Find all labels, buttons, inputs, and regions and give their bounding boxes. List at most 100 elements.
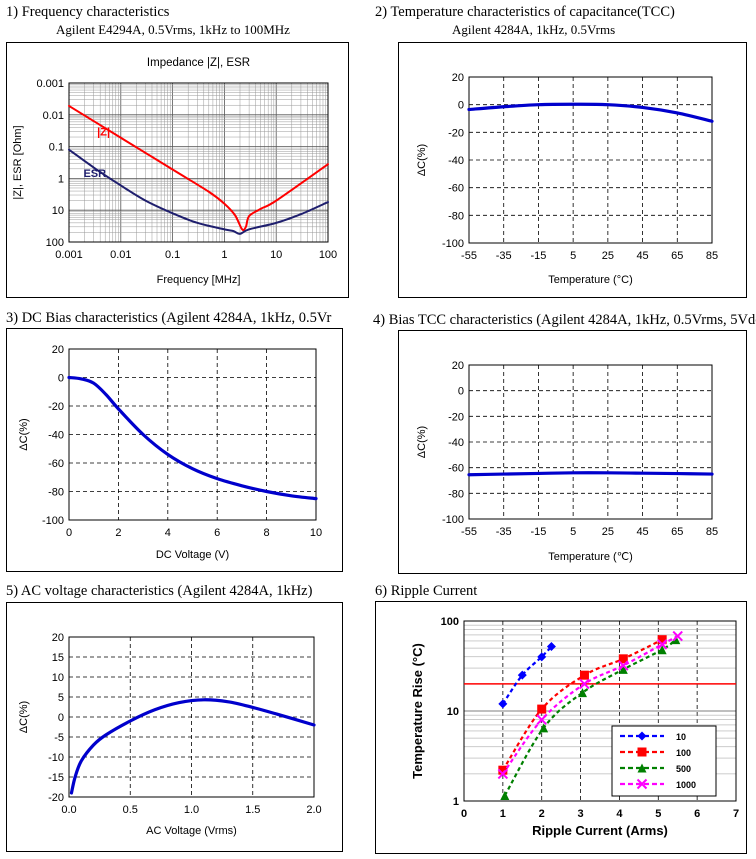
series-line-0	[467, 102, 714, 123]
chart-frame-2: -55 -35 -15 5 25 45 65 85 20 0 -20 -40 -60 -80 -100 Tem…	[398, 42, 747, 298]
chart-frame-1: 0.001 0.01 0.1 1 10 100 0.001 0.01 0.1 1 10 100 Freq…	[6, 42, 349, 298]
y-tick-label: -60	[448, 463, 464, 475]
x-tick-label: -35	[496, 250, 512, 262]
x-tick-label: 25	[602, 250, 614, 262]
y-tick-label: 10	[52, 205, 64, 217]
y-axis-label: ΔC(%)	[18, 701, 30, 733]
series-line-0	[467, 471, 714, 477]
x-tick-label: -35	[496, 526, 512, 538]
chart-frame-4: -55 -35 -15 5 25 45 65 85 20 0 -20 -40 -60 -80 -100 Tem…	[398, 330, 747, 574]
y-tick-label: 0	[458, 100, 464, 112]
x-tick-label: 4	[616, 808, 623, 820]
data-point-x-stroke	[656, 639, 668, 650]
x-axis-label: Frequency [MHz]	[157, 274, 241, 286]
y-tick-label: 1	[58, 173, 64, 185]
series-line-0	[67, 375, 318, 501]
panel-2-subtitle: Agilent 4284A, 1kHz, 0.5Vrms	[452, 22, 616, 37]
data-point-diamond	[498, 699, 508, 709]
x-tick-label: 2.0	[306, 804, 321, 816]
data-point-x-stroke	[579, 678, 590, 690]
x-tick-label: 25	[602, 526, 614, 538]
y-tick-label: -15	[48, 772, 64, 784]
x-tick-label: -15	[530, 250, 546, 262]
data-point-square	[657, 635, 667, 645]
data-point-triangle	[657, 645, 667, 655]
panel-6-title: 6) Ripple Current	[375, 583, 478, 599]
x-tick-label: 85	[706, 526, 718, 538]
x-tick-label: 0.001	[55, 249, 83, 261]
x-tick-label: 1.5	[245, 804, 260, 816]
y-axis-label: Temperature Rise (°C)	[410, 643, 425, 779]
x-axis-label: AC Voltage (Vrms)	[146, 825, 237, 837]
panel-1-title: 1) Frequency characteristics	[6, 4, 170, 20]
y-tick-label: -100	[42, 515, 64, 527]
data-point-diamond	[537, 652, 547, 662]
legend-label-100: 100	[676, 748, 691, 758]
chart-4: -55 -35 -15 5 25 45 65 85 20 0 -20 -40 -60 -80 -100 Tem…	[416, 360, 718, 563]
series-label-z: |Z|	[97, 127, 110, 139]
data-point-triangle	[671, 635, 681, 645]
data-point-x-stroke	[636, 778, 648, 790]
panel-5-title: 5) AC voltage characteristics (Agilent 4…	[6, 583, 313, 599]
x-tick-label: 3	[578, 808, 584, 820]
y-tick-label: -20	[448, 411, 464, 423]
x-tick-label: 1	[221, 249, 227, 261]
y-tick-label: 10	[52, 672, 64, 684]
plot-border	[463, 620, 737, 802]
chart-5: 0.0 0.5 1.0 1.5 2.0 20 15 10 5 0 -5 -10 -15 -20 AC Vol…	[18, 632, 322, 837]
data-point-square	[579, 670, 589, 680]
series-line-esr	[68, 148, 329, 235]
y-tick-label: 20	[452, 72, 464, 84]
y-tick-label: 15	[52, 652, 64, 664]
y-tick-label: -20	[48, 401, 64, 413]
x-tick-label: 10	[270, 249, 282, 261]
x-tick-label: 65	[671, 526, 683, 538]
legend-label-10: 10	[676, 732, 686, 742]
x-tick-label: 5	[570, 250, 576, 262]
plot-border	[468, 364, 713, 520]
data-point-diamond	[546, 642, 556, 652]
y-tick-label: -80	[48, 487, 64, 499]
y-tick-label: -40	[448, 437, 464, 449]
y-tick-label: -80	[448, 488, 464, 500]
plot-border	[68, 636, 315, 798]
x-tick-label: 6	[214, 527, 220, 539]
y-tick-label: -80	[448, 210, 464, 222]
data-point-x-stroke	[497, 768, 509, 780]
y-tick-label: -60	[448, 183, 464, 195]
x-tick-label: 7	[733, 808, 739, 820]
data-point-x-stroke	[618, 660, 629, 671]
x-tick-label: 0.1	[165, 249, 180, 261]
y-tick-label: 20	[452, 360, 464, 372]
plot-area	[69, 83, 328, 242]
chart-2: -55 -35 -15 5 25 45 65 85 20 0 -20 -40 -60 -80 -100 Tem…	[416, 72, 718, 286]
x-tick-label: 85	[706, 250, 718, 262]
y-tick-label: -5	[54, 732, 64, 744]
x-tick-label: 2	[539, 808, 545, 820]
panel-3-title: 3) DC Bias characteristics (Agilent 4284…	[6, 310, 332, 326]
x-tick-label: 45	[636, 250, 648, 262]
data-point-x-stroke	[536, 714, 547, 725]
x-tick-label: 45	[636, 526, 648, 538]
trend-line-10	[501, 645, 553, 705]
trend-line-500	[503, 638, 677, 797]
y-axis-label: ΔC(%)	[416, 426, 428, 458]
x-tick-label: 0.5	[123, 804, 138, 816]
x-tick-label: 0	[461, 808, 467, 820]
y-tick-label: 10	[447, 706, 459, 718]
y-tick-label: -100	[442, 238, 464, 250]
chart-frame-6: 0 1 2 3 4 5 6 7 100 10 1 Ripple Current (Arms) Tempe…	[375, 601, 747, 854]
x-tick-label: -55	[461, 526, 477, 538]
x-tick-label: 0	[66, 527, 72, 539]
y-tick-label: 0.1	[49, 142, 64, 154]
x-tick-label: 1.0	[184, 804, 199, 816]
chart-1: 0.001 0.01 0.1 1 10 1000.0010.010.1110100Freq…	[12, 57, 337, 286]
x-tick-label: 10	[310, 527, 322, 539]
x-tick-label: 65	[671, 250, 683, 262]
y-tick-label: 0.01	[43, 110, 64, 122]
y-tick-label: 20	[52, 632, 64, 644]
x-tick-label: -55	[461, 250, 477, 262]
y-tick-label: 0	[58, 712, 64, 724]
y-tick-label: -60	[48, 458, 64, 470]
